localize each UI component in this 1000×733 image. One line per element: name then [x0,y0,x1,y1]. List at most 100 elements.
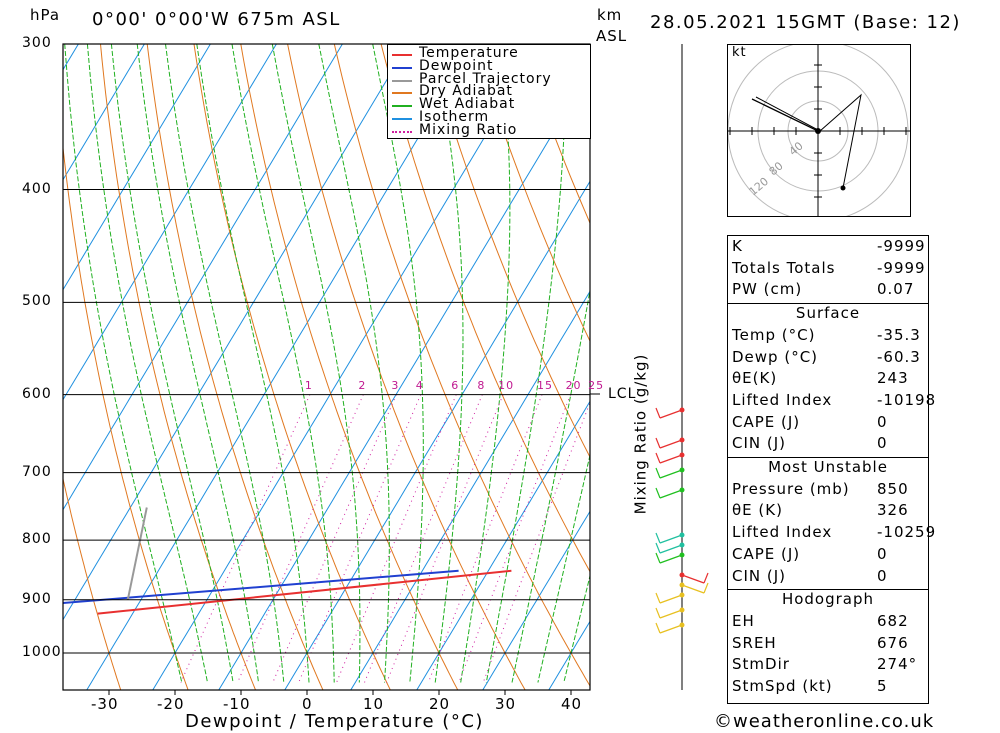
mixing-ratio-line [180,394,311,683]
index-value: 850 [877,479,909,498]
dry-adiabat-line [146,44,324,690]
mixing-ratio-line [458,394,572,683]
hodograph-unit: kt [732,45,747,60]
section-title: Most Unstable [768,458,888,476]
section-title: Surface [795,304,861,323]
hodograph-trace [755,93,862,189]
x-axis-label: Dewpoint / Temperature (°C) [185,711,484,732]
legend-item: Wet Adiabat [388,96,588,112]
legend-item: Parcel Trajectory [388,71,588,87]
legend-item: Dry Adiabat [388,83,588,99]
index-label: Temp (°C) [732,325,816,344]
wind-barb [659,544,683,554]
copyright: ©weatheronline.co.uk [714,711,935,732]
index-label: K [732,237,743,255]
wind-barb [659,609,683,619]
wind-barb-feather [703,582,709,594]
series-line-parcel-trajectory [126,507,148,600]
wind-barb-feather [703,572,709,584]
wet-adiabat-line [196,44,310,683]
pressure-tick-label: 600 [22,385,52,402]
mixing-ratio-tick-label: 6 [451,379,460,392]
wind-barb-feather [655,592,661,604]
index-value: 274° [877,655,918,674]
mixing-ratio-line [364,394,483,683]
wind-barb [659,489,683,499]
index-label: SREH [732,633,777,652]
isotherm-line [63,44,211,291]
wind-barb [681,584,705,594]
mixing-ratio-tick-label: 4 [415,379,424,392]
legend-swatch [392,79,412,82]
index-value: -10198 [877,390,937,409]
section-divider [728,303,928,305]
asl-label: ASL [596,27,628,45]
hodograph-ring-label: 80 [767,159,786,178]
temperature-tick-label: 10 [363,695,385,713]
index-value: -9999 [877,237,926,255]
index-row: SREH 676 [732,634,928,655]
hodograph-ring-label: 40 [787,139,806,158]
index-value: 0 [877,412,888,431]
mixing-ratio-tick-label: 15 [537,379,554,392]
isotherm-line [548,620,590,690]
isotherm-line [350,290,590,690]
mixing-ratio-tick-label: 2 [358,379,367,392]
mixing-ratio-line [272,394,397,683]
index-value: 676 [877,633,909,652]
mixing-ratio-line [336,394,457,683]
index-value: 0 [877,544,888,563]
wind-barb [659,409,683,419]
pressure-tick-label: 300 [22,35,52,51]
dry-adiabat-line [474,44,590,343]
dry-adiabat-line [969,9,1000,701]
legend-label: Isotherm [419,109,490,125]
wind-barb [659,534,683,544]
wet-adiabat-line [64,44,183,683]
index-value: -10259 [877,523,937,542]
wet-adiabat-line [86,44,208,683]
index-value: -35.3 [877,325,921,344]
index-row: Dewp (°C) -60.3 [732,348,928,369]
temperature-tick-label: 30 [495,695,517,713]
wind-barb-feather [655,452,661,464]
temperature-tick-label: -10 [223,695,251,713]
isotherm-line [63,44,409,621]
index-row: Lifted Index -10198 [732,391,935,412]
mixing-ratio-line [482,401,590,683]
index-value: 0.07 [877,280,915,299]
wind-barb-feather [655,552,661,564]
mixing-ratio-line [237,394,364,683]
wet-adiabat-line [433,44,464,683]
index-label: Dewp (°C) [732,347,819,366]
index-label: Totals Totals [732,258,836,277]
wet-adiabat-line [511,287,590,683]
pressure-tick-label: 400 [22,180,52,197]
wet-adiabat-line [231,44,335,683]
wet-adiabat-line [460,44,511,683]
location-title: 0°00' 0°00'W 675m ASL [92,9,341,30]
wind-barb-feather [655,532,661,544]
index-label: θE (K) [732,501,783,520]
wind-barb [659,439,683,449]
section-title: Hodograph [781,590,875,609]
index-label: EH [732,611,755,630]
index-label: CAPE (J) [732,544,801,563]
index-value: 243 [877,369,909,388]
wind-barb-feather [655,467,661,479]
wet-adiabat-line [136,44,259,683]
wet-adiabat-line [537,452,590,683]
series-line-temperature [97,569,512,615]
mixing-ratio-tick-label: 10 [498,379,515,392]
wind-barb [659,469,683,479]
dry-adiabat-line [923,9,1000,701]
pressure-tick-label: 1000 [22,644,62,660]
isotherm-line [218,70,590,690]
section-divider [728,457,928,458]
isotherm-line [63,44,343,511]
dry-adiabat-line [63,476,122,690]
mixing-ratio-axis-label: Mixing Ratio (g/kg) [631,353,650,515]
wind-barb [659,454,683,464]
dry-adiabat-line [63,143,189,690]
dry-adiabat-line [333,44,590,687]
